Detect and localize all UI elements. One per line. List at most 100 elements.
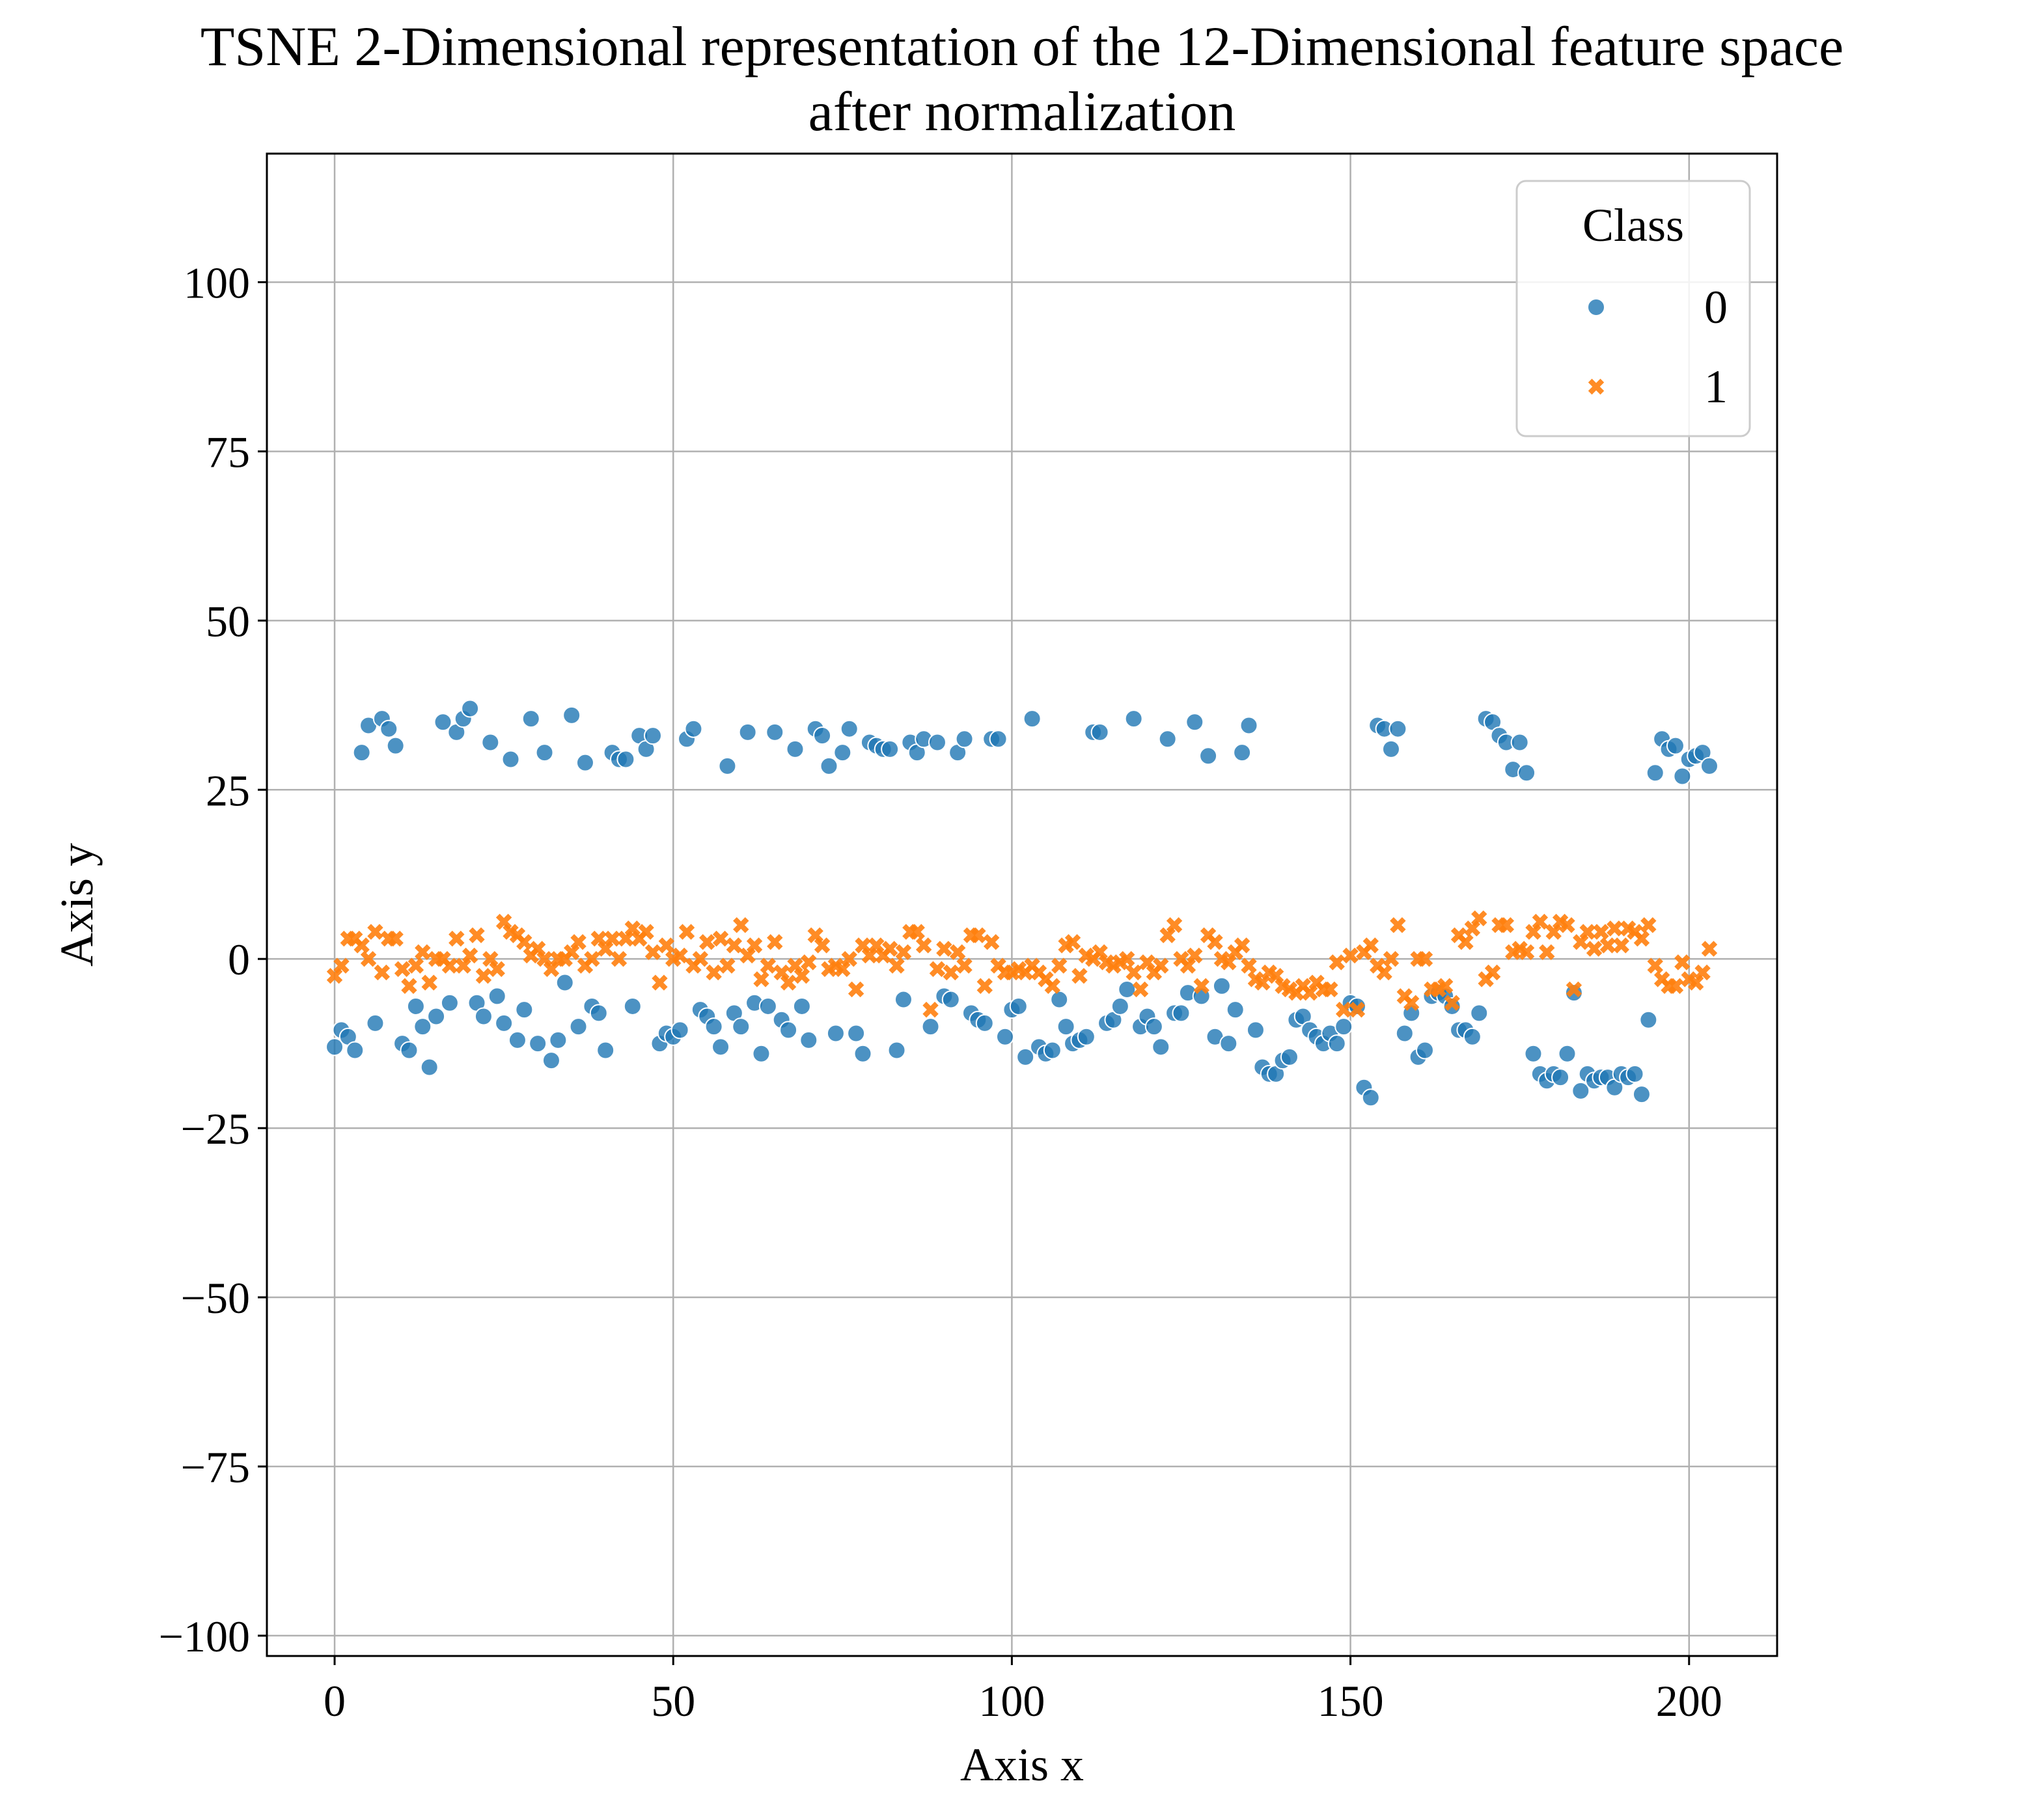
point-class-0 [1124, 710, 1143, 728]
point-class-0 [1280, 1047, 1299, 1066]
point-class-0 [1199, 747, 1218, 766]
point-class-0 [813, 726, 832, 745]
point-class-0 [1551, 1068, 1570, 1087]
point-class-0 [434, 713, 452, 732]
point-class-1 [1444, 995, 1460, 1011]
point-class-1 [1362, 937, 1379, 954]
point-class-1 [407, 958, 424, 974]
point-class-1 [929, 961, 946, 977]
point-class-1 [909, 924, 925, 940]
point-class-0 [752, 1044, 771, 1063]
point-class-1 [1694, 964, 1711, 981]
point-class-1 [644, 944, 661, 960]
point-class-1 [1633, 930, 1650, 947]
point-class-1 [1119, 950, 1135, 967]
y-axis-label: Axis y [51, 843, 103, 967]
point-class-1 [1044, 978, 1061, 994]
point-class-1 [1132, 981, 1149, 998]
point-class-0 [711, 1038, 730, 1056]
point-class-0 [786, 739, 805, 758]
point-class-1 [489, 961, 505, 977]
point-class-0 [847, 1024, 866, 1043]
y-tick-label: −75 [181, 1442, 250, 1492]
point-class-0 [495, 1014, 514, 1032]
y-tick-label: 75 [206, 427, 250, 476]
point-class-0 [1219, 1034, 1238, 1053]
point-class-1 [983, 933, 1000, 950]
point-class-1 [889, 958, 905, 974]
y-tick-label: 0 [228, 935, 250, 984]
chart-title: TSNE 2-Dimensional representation of the… [200, 15, 1844, 77]
point-class-1 [658, 937, 675, 954]
point-class-1 [1613, 937, 1629, 954]
point-class-1 [706, 964, 722, 981]
point-class-1 [814, 937, 831, 954]
point-class-1 [976, 978, 993, 994]
x-axis-label: Axis x [960, 1739, 1084, 1791]
point-class-0 [881, 739, 900, 758]
point-class-0 [955, 730, 974, 749]
point-class-1 [387, 930, 404, 947]
point-class-0 [1463, 1027, 1482, 1046]
point-class-0 [1118, 980, 1137, 999]
point-class-0 [481, 733, 500, 752]
point-class-0 [366, 1014, 385, 1032]
point-class-0 [1023, 710, 1042, 728]
point-class-0 [406, 997, 425, 1015]
point-class-1 [719, 958, 736, 974]
x-tick-label: 100 [978, 1676, 1045, 1726]
point-class-1 [726, 937, 743, 954]
point-class-0 [1226, 1000, 1245, 1019]
x-tick-label: 200 [1656, 1676, 1722, 1726]
point-class-0 [928, 733, 946, 752]
point-class-1 [753, 971, 769, 987]
point-class-0 [644, 726, 663, 745]
point-class-1 [1390, 917, 1406, 933]
point-class-0 [1571, 1081, 1590, 1100]
point-class-0 [596, 1041, 615, 1060]
point-class-0 [1009, 997, 1028, 1015]
point-class-0 [1416, 1041, 1435, 1060]
point-class-1 [1566, 981, 1582, 998]
point-class-0 [684, 719, 703, 738]
point-class-0 [1388, 719, 1407, 738]
y-tick-label: 25 [206, 766, 250, 815]
point-class-1 [1457, 933, 1474, 950]
point-class-0 [1043, 1041, 1062, 1060]
point-class-0 [1625, 1064, 1644, 1083]
point-class-0 [325, 1038, 344, 1056]
point-class-0 [542, 1051, 560, 1070]
point-class-1 [638, 924, 654, 940]
point-class-1 [353, 937, 370, 954]
point-class-1 [469, 927, 485, 943]
point-class-1 [915, 937, 932, 954]
point-class-1 [1498, 917, 1515, 933]
point-class-0 [1246, 1021, 1265, 1040]
point-class-0 [921, 1017, 940, 1036]
point-class-1 [1342, 947, 1359, 964]
point-class-0 [1334, 1017, 1353, 1036]
point-class-1 [1599, 937, 1616, 954]
point-class-0 [853, 1044, 872, 1063]
point-class-0 [562, 706, 581, 724]
point-class-0 [975, 1014, 994, 1032]
point-class-0 [995, 1027, 1014, 1046]
point-class-0 [1470, 1004, 1489, 1023]
point-class-0 [1158, 730, 1177, 749]
point-class-0 [1077, 1027, 1096, 1046]
point-class-0 [1111, 997, 1129, 1015]
point-class-0 [820, 756, 838, 775]
point-class-1 [1588, 378, 1605, 395]
point-class-1 [801, 954, 817, 971]
point-class-1 [1322, 981, 1338, 998]
point-class-0 [413, 1017, 432, 1036]
legend-label-1: 1 [1704, 361, 1728, 413]
point-class-0 [1233, 743, 1252, 762]
point-class-0 [670, 1021, 689, 1040]
point-class-1 [1335, 1001, 1352, 1018]
point-class-1 [1329, 954, 1345, 971]
point-class-0 [569, 1017, 588, 1036]
point-class-0 [738, 723, 757, 741]
point-class-0 [779, 1021, 798, 1040]
point-class-0 [840, 719, 859, 738]
